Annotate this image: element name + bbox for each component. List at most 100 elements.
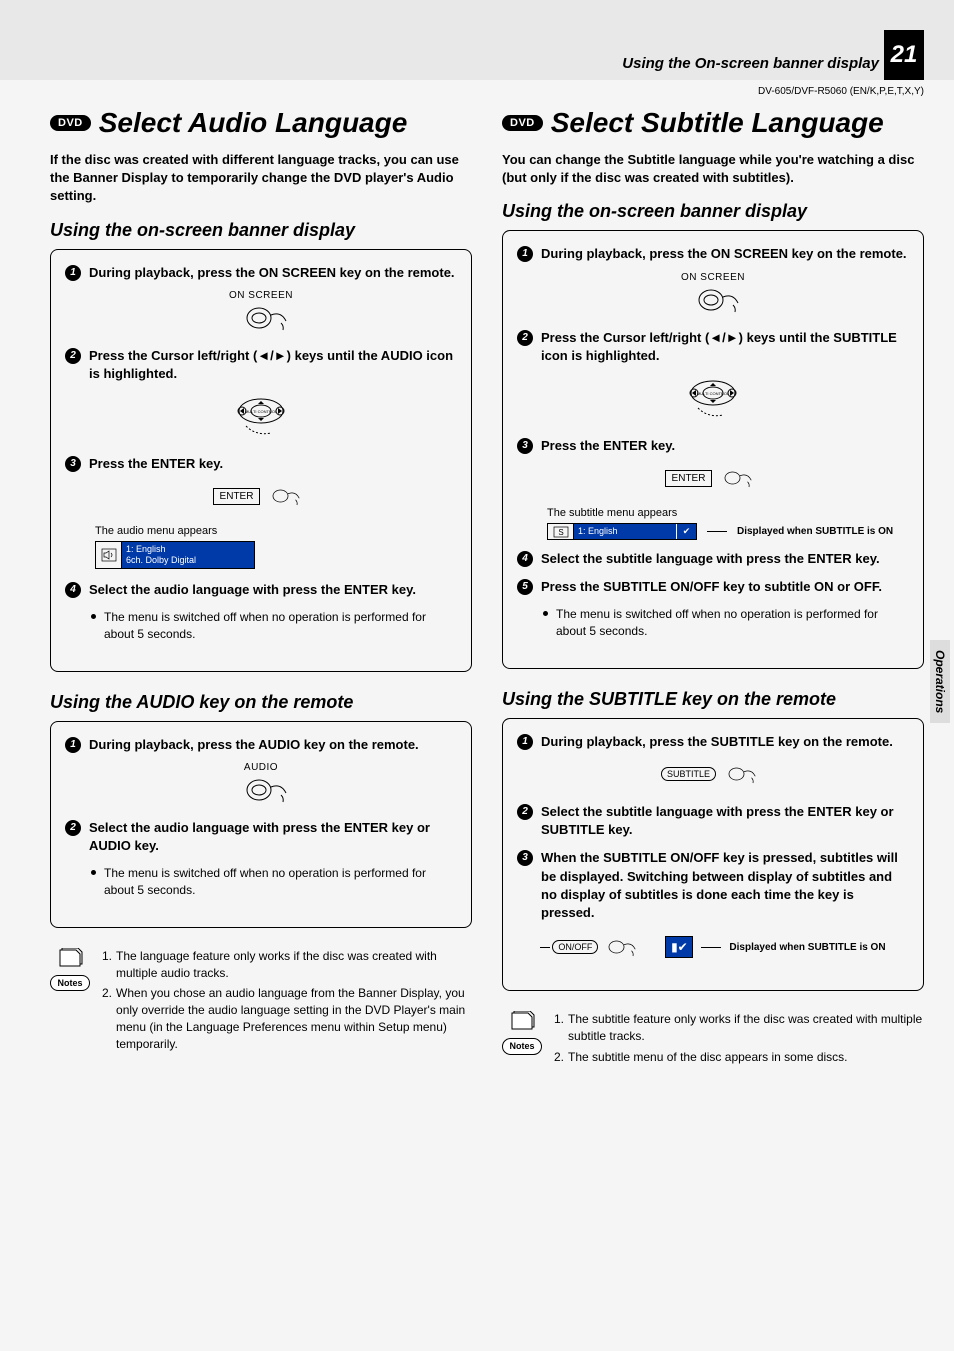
- model-info: DV-605/DVF-R5060 (EN/K,P,E,T,X,Y): [0, 80, 954, 97]
- step-text: Press the ENTER key.: [89, 455, 457, 473]
- remote-button-icon: [231, 775, 291, 805]
- onoff-key-label: ON/OFF: [552, 940, 598, 954]
- step-text: Press the Cursor left/right (◄/►) keys u…: [541, 329, 909, 365]
- step-text: Select the subtitle language with press …: [541, 803, 909, 839]
- enter-illustration: ENTER: [517, 463, 909, 493]
- svg-text:MULTI CONTROL: MULTI CONTROL: [697, 391, 730, 396]
- subtitle-s-icon: S: [548, 524, 574, 539]
- multi-control-illustration: MULTI CONTROL: [517, 373, 909, 423]
- svg-text:MULTI CONTROL: MULTI CONTROL: [245, 409, 278, 414]
- remote-button-icon: [231, 303, 291, 333]
- notes-section: Notes 1.The language feature only works …: [50, 948, 472, 1057]
- illustration-label: ON SCREEN: [681, 272, 745, 283]
- displayed-note: Displayed when SUBTITLE is ON: [737, 525, 893, 538]
- step-text: Press the ENTER key.: [541, 437, 909, 455]
- check-icon: ✔: [676, 524, 696, 539]
- subtitle-key-label: SUBTITLE: [661, 767, 716, 781]
- dvd-badge-icon: DVD: [502, 115, 543, 131]
- instruction-box: 1 During playback, press the SUBTITLE key…: [502, 718, 924, 991]
- note-item: 1.The language feature only works if the…: [102, 948, 472, 982]
- subtitle-button-illustration: SUBTITLE: [517, 759, 909, 789]
- step-number-icon: 2: [65, 348, 81, 364]
- connector-line: [540, 947, 550, 948]
- enter-illustration: ENTER: [65, 481, 457, 511]
- remote-button-icon: [683, 285, 743, 315]
- subsection-title: Using the on-screen banner display: [502, 201, 924, 222]
- subtitle-menu-display: S 1: English ✔: [547, 523, 697, 540]
- page-number: 21: [884, 30, 924, 80]
- remote-button-icon: [720, 759, 765, 789]
- multi-control-illustration: MULTI CONTROL: [65, 391, 457, 441]
- onscreen-button-illustration: ON SCREEN: [517, 272, 909, 315]
- note-item: 1.The subtitle feature only works if the…: [554, 1011, 924, 1045]
- speaker-icon: [96, 542, 122, 568]
- step-text: During playback, press the AUDIO key on …: [89, 736, 457, 754]
- intro-text: If the disc was created with different l…: [50, 151, 472, 206]
- menu-text: 1: English: [574, 524, 676, 539]
- notes-icon: Notes: [502, 1011, 542, 1054]
- audio-button-illustration: AUDIO: [65, 762, 457, 805]
- step-number-icon: 3: [517, 438, 533, 454]
- step-number-icon: 2: [517, 330, 533, 346]
- step-text: During playback, press the ON SCREEN key…: [89, 264, 457, 282]
- right-column: DVD Select Subtitle Language You can cha…: [502, 107, 924, 1070]
- enter-key-label: ENTER: [665, 470, 713, 487]
- page-content: DVD Select Audio Language If the disc wa…: [0, 97, 954, 1100]
- multi-control-icon: MULTI CONTROL: [216, 391, 306, 441]
- bullet-note: The menu is switched off when no operati…: [91, 609, 457, 643]
- step-number-icon: 3: [65, 456, 81, 472]
- connector-line: [701, 947, 721, 948]
- remote-button-icon: [716, 463, 761, 493]
- note-item: 2.When you chose an audio language from …: [102, 985, 472, 1052]
- svg-text:S: S: [558, 528, 563, 537]
- enter-key-label: ENTER: [213, 488, 261, 505]
- header-title: Using the On-screen banner display: [622, 55, 879, 72]
- instruction-box: 1 During playback, press the ON SCREEN ke…: [50, 249, 472, 672]
- illustration-label: AUDIO: [244, 762, 278, 773]
- instruction-box: 1During playback, press the ON SCREEN ke…: [502, 230, 924, 669]
- instruction-box: 1During playback, press the AUDIO key on…: [50, 721, 472, 928]
- dvd-badge-icon: DVD: [50, 115, 91, 131]
- subsection-title: Using the AUDIO key on the remote: [50, 692, 472, 713]
- subsection-title: Using the SUBTITLE key on the remote: [502, 689, 924, 710]
- step-number-icon: 5: [517, 579, 533, 595]
- menu-caption: The subtitle menu appears: [547, 507, 909, 519]
- step-text: Select the audio language with press the…: [89, 819, 457, 855]
- notes-section: Notes 1.The subtitle feature only works …: [502, 1011, 924, 1069]
- bullet-note: The menu is switched off when no operati…: [543, 606, 909, 640]
- section-title-audio: Select Audio Language: [99, 107, 408, 139]
- onscreen-button-illustration: ON SCREEN: [65, 290, 457, 333]
- audio-menu-display: 1: English6ch. Dolby Digital: [95, 541, 255, 569]
- remote-button-icon: [600, 932, 645, 962]
- subsection-title: Using the on-screen banner display: [50, 220, 472, 241]
- section-heading-subtitle: DVD Select Subtitle Language: [502, 107, 924, 139]
- notes-icon: Notes: [50, 948, 90, 991]
- connector-line: [707, 531, 727, 532]
- section-title-subtitle: Select Subtitle Language: [551, 107, 884, 139]
- step-text: Select the subtitle language with press …: [541, 550, 909, 568]
- step-number-icon: 2: [517, 804, 533, 820]
- section-heading-audio: DVD Select Audio Language: [50, 107, 472, 139]
- multi-control-icon: MULTI CONTROL: [668, 373, 758, 423]
- left-column: DVD Select Audio Language If the disc wa…: [50, 107, 472, 1070]
- remote-button-icon: [264, 481, 309, 511]
- step-text: During playback, press the SUBTITLE key …: [541, 733, 909, 751]
- intro-text: You can change the Subtitle language whi…: [502, 151, 924, 187]
- step-number-icon: 2: [65, 820, 81, 836]
- side-tab-operations: Operations: [930, 640, 950, 723]
- step-number-icon: 3: [517, 850, 533, 866]
- step-number-icon: 1: [517, 734, 533, 750]
- menu-caption: The audio menu appears: [95, 525, 457, 537]
- bullet-note: The menu is switched off when no operati…: [91, 865, 457, 899]
- header-bar: Using the On-screen banner display 21: [0, 0, 954, 80]
- illustration-label: ON SCREEN: [229, 290, 293, 301]
- step-number-icon: 1: [65, 265, 81, 281]
- step-number-icon: 1: [517, 246, 533, 262]
- step-number-icon: 4: [517, 551, 533, 567]
- step-text: When the SUBTITLE ON/OFF key is pressed,…: [541, 849, 909, 922]
- displayed-note: Displayed when SUBTITLE is ON: [729, 941, 885, 954]
- step-text: Press the SUBTITLE ON/OFF key to subtitl…: [541, 578, 909, 596]
- step-text: Press the Cursor left/right (◄/►) keys u…: [89, 347, 457, 383]
- step-number-icon: 4: [65, 582, 81, 598]
- note-item: 2.The subtitle menu of the disc appears …: [554, 1049, 924, 1066]
